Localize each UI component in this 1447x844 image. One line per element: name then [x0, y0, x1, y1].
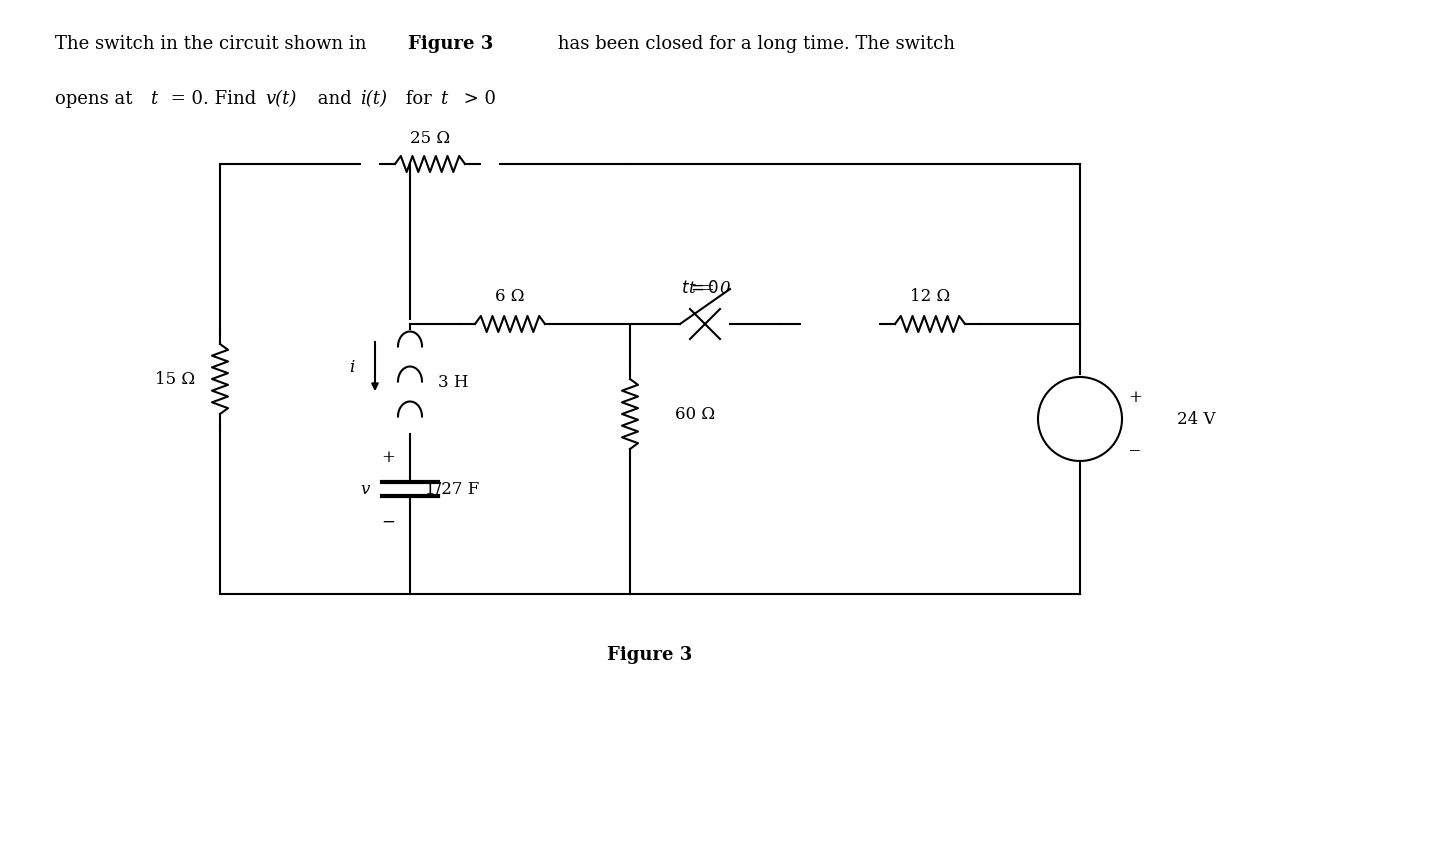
Text: 12 Ω: 12 Ω [910, 288, 951, 305]
Text: and: and [313, 90, 357, 108]
Text: v(t): v(t) [265, 90, 297, 108]
Text: i: i [350, 359, 355, 376]
Text: +: + [1129, 389, 1142, 406]
Text: _: _ [1130, 432, 1140, 451]
Text: +: + [381, 449, 395, 466]
Text: t: t [150, 90, 158, 108]
Text: i(t): i(t) [360, 90, 386, 108]
Text: opens at: opens at [55, 90, 139, 108]
Text: 60 Ω: 60 Ω [674, 406, 715, 423]
Text: > 0: > 0 [459, 90, 496, 108]
Text: has been closed for a long time. The switch: has been closed for a long time. The swi… [551, 35, 955, 53]
Text: Figure 3: Figure 3 [608, 645, 693, 663]
Text: 15 Ω: 15 Ω [155, 371, 195, 388]
Text: 3 H: 3 H [438, 374, 469, 391]
Text: = 0. Find: = 0. Find [165, 90, 262, 108]
Text: t: t [440, 90, 447, 108]
Text: 25 Ω: 25 Ω [410, 130, 450, 147]
Text: Figure 3: Figure 3 [408, 35, 493, 53]
Text: for: for [399, 90, 437, 108]
Text: 24 V: 24 V [1176, 411, 1215, 428]
Text: v: v [360, 481, 369, 498]
Text: The switch in the circuit shown in: The switch in the circuit shown in [55, 35, 372, 53]
Text: 6 Ω: 6 Ω [495, 288, 525, 305]
Text: $t = 0$: $t = 0$ [680, 279, 719, 296]
Text: t = 0: t = 0 [689, 279, 731, 296]
Text: −: − [381, 513, 395, 530]
Text: 1/27 F: 1/27 F [425, 481, 479, 498]
